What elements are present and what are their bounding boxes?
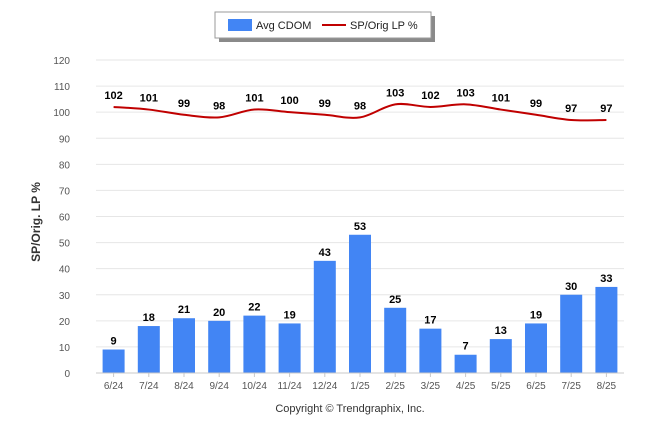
y-tick-label: 0	[64, 369, 70, 380]
y-tick-label: 80	[59, 160, 71, 171]
copyright-footer: Copyright © Trendgraphix, Inc.	[275, 403, 424, 415]
bar-value-label: 7	[463, 341, 469, 353]
x-tick-label: 6/24	[104, 381, 124, 392]
legend-swatch-avg-cdom	[228, 19, 252, 31]
bar	[384, 307, 407, 373]
bar	[419, 328, 442, 373]
line-value-label: 99	[530, 98, 542, 110]
line-value-label: 98	[213, 100, 225, 112]
bar	[349, 234, 371, 373]
bar	[208, 320, 231, 373]
x-axis-ticks: 6/24 7/24 8/24 9/24 10/24 11/24 12/24 1/25 2/25 3…	[104, 373, 617, 392]
bar-value-label: 43	[319, 247, 331, 259]
line-value-label: 101	[140, 93, 158, 105]
x-tick-label: 7/24	[139, 381, 159, 392]
line-value-label: 101	[492, 93, 510, 105]
bar-value-label: 21	[178, 304, 190, 316]
x-tick-label: 8/25	[597, 381, 617, 392]
bar	[525, 323, 547, 373]
x-tick-label: 1/25	[350, 381, 370, 392]
y-axis-ticks: 0 10 20 30 40 50 60 70 80 90 100 110 120	[53, 56, 70, 380]
bar	[560, 294, 583, 373]
line-value-label: 99	[319, 98, 331, 110]
bar-value-label: 17	[424, 315, 436, 327]
legend-label-sp-orig-lp: SP/Orig LP %	[350, 20, 418, 32]
bar-value-label: 20	[213, 307, 225, 319]
bar-value-label: 25	[389, 294, 401, 306]
bar-data-labels: 9 18 21 20 22 19 43 53 25 17 7 13 19 30 33	[111, 221, 613, 353]
bar-value-label: 19	[283, 309, 295, 321]
x-tick-label: 4/25	[456, 381, 476, 392]
bar	[102, 349, 125, 373]
y-tick-label: 20	[59, 317, 71, 328]
bar-value-label: 19	[530, 309, 542, 321]
line-value-label: 103	[386, 87, 404, 99]
x-tick-label: 6/25	[526, 381, 546, 392]
bar	[278, 323, 301, 373]
y-tick-label: 40	[59, 265, 71, 276]
y-tick-label: 70	[59, 186, 71, 197]
bar	[137, 326, 160, 373]
line-value-label: 98	[354, 100, 366, 112]
y-tick-label: 100	[53, 108, 70, 119]
x-tick-label: 3/25	[421, 381, 441, 392]
legend-label-avg-cdom: Avg CDOM	[256, 20, 311, 32]
line-value-label: 101	[245, 93, 263, 105]
sp-orig-lp-line	[113, 102, 607, 122]
bar	[243, 315, 266, 373]
line-value-label: 102	[104, 90, 122, 102]
bar-value-label: 18	[143, 312, 155, 324]
y-tick-label: 110	[54, 82, 70, 93]
bar-value-label: 13	[495, 325, 507, 337]
line-value-label: 97	[600, 103, 612, 115]
bar	[454, 354, 477, 373]
line-series	[113, 102, 607, 122]
y-tick-label: 120	[53, 56, 70, 67]
line-value-label: 97	[565, 103, 577, 115]
bar	[313, 260, 336, 373]
bar-value-label: 9	[111, 336, 117, 348]
y-tick-label: 90	[59, 134, 71, 145]
x-tick-label: 5/25	[491, 381, 511, 392]
line-value-label: 103	[456, 87, 474, 99]
y-axis-title: SP/Orig. LP %	[29, 182, 43, 262]
y-tick-label: 60	[59, 213, 71, 224]
y-tick-label: 10	[59, 343, 71, 354]
bars	[102, 234, 618, 373]
x-tick-label: 7/25	[561, 381, 581, 392]
line-value-label: 102	[421, 90, 439, 102]
bar	[595, 286, 618, 373]
x-tick-label: 10/24	[242, 381, 267, 392]
bar-value-label: 22	[248, 302, 260, 314]
legend: Avg CDOM SP/Orig LP %	[214, 11, 435, 42]
bar-value-label: 33	[600, 273, 612, 285]
y-tick-label: 30	[59, 291, 71, 302]
line-value-label: 99	[178, 98, 190, 110]
bar-value-label: 53	[354, 221, 366, 233]
x-tick-label: 11/24	[277, 381, 302, 392]
line-value-label: 100	[280, 95, 298, 107]
x-tick-label: 12/24	[312, 381, 337, 392]
bar-value-label: 30	[565, 281, 577, 293]
bar	[173, 318, 195, 373]
y-tick-label: 50	[59, 239, 71, 250]
line-data-labels: 102 101 99 98 101 100 99 98 103 102 103 101 99 97 97	[104, 87, 612, 115]
x-tick-label: 8/24	[174, 381, 194, 392]
x-tick-label: 2/25	[385, 381, 405, 392]
x-tick-label: 9/24	[209, 381, 229, 392]
bar	[489, 339, 512, 373]
